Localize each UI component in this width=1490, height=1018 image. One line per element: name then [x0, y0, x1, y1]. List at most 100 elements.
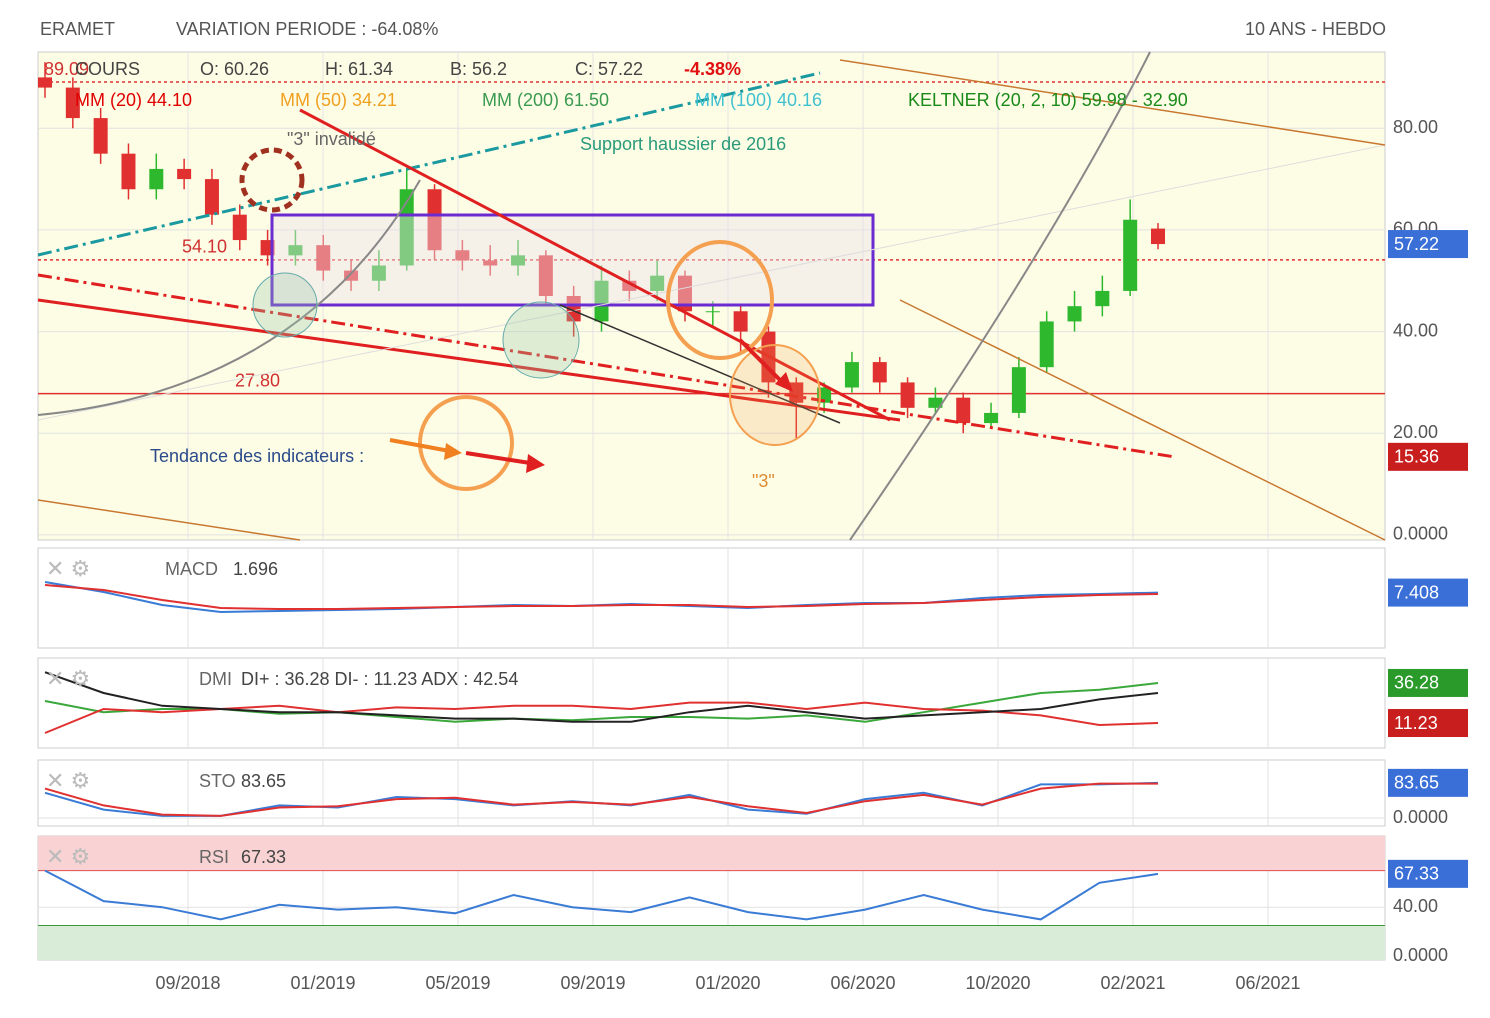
- trend-line: [37, 144, 1386, 421]
- trend-line: [37, 298, 901, 422]
- y-tick-label: 0.0000: [1393, 807, 1448, 827]
- candle-body: [594, 280, 609, 322]
- indicator-panel: 0.0000 40.00 ✕ ⚙ RSI 67.33 67.33: [37, 835, 1468, 965]
- candle-body: [204, 179, 219, 215]
- ma-label: MM (20) 44.10: [75, 90, 192, 110]
- value-tag-box: [1388, 230, 1468, 259]
- candle-body: [705, 311, 720, 313]
- trend-line: [839, 59, 1386, 146]
- indicator-line: [44, 869, 1159, 921]
- annotation: "3": [752, 471, 775, 491]
- candle-body: [928, 397, 943, 408]
- trend-line: [37, 273, 1176, 459]
- x-tick-label: 06/2021: [1235, 973, 1300, 993]
- drawings: "3" invalidé Support haussier de 2016 Te…: [37, 51, 1386, 541]
- value-tag: 11.23: [1394, 713, 1438, 733]
- trend-line: [37, 71, 821, 257]
- value-tag: 7.408: [1394, 582, 1439, 602]
- candle-body: [650, 275, 665, 291]
- candle-body: [344, 270, 359, 281]
- candle-body: [38, 77, 52, 88]
- panel-background: [37, 547, 1386, 649]
- low-label: B: 56.2: [450, 59, 507, 79]
- x-tick-label: 09/2019: [560, 973, 625, 993]
- value-tag-box: [1388, 578, 1468, 607]
- period-type: 10 ANS - HEBDO: [1245, 19, 1386, 39]
- x-tick-label: 01/2019: [290, 973, 355, 993]
- x-tick-label: 10/2020: [965, 973, 1030, 993]
- candle-body: [984, 412, 999, 424]
- candle-body: [956, 397, 971, 424]
- trend-line: [37, 499, 301, 541]
- indicator-line: [44, 671, 1159, 723]
- indicator-panel: ✕ ⚙ MACD 1.696 7.408: [37, 547, 1468, 649]
- arrow: [465, 451, 531, 465]
- ma-label: MM (50) 34.21: [280, 90, 397, 110]
- y-tick-label: 0.0000: [1393, 945, 1448, 965]
- candle-body: [677, 275, 692, 312]
- circle: [729, 344, 821, 446]
- value-tag: 67.33: [1394, 864, 1439, 884]
- value-tag-box: [1388, 709, 1468, 738]
- x-tick-label: 01/2020: [695, 973, 760, 993]
- value-tag-box: [1388, 768, 1468, 797]
- indicator-panel: 0.0000✕ ⚙ STO 83.65 83.65: [37, 759, 1468, 827]
- level-label: 89.09: [44, 59, 89, 79]
- circle: [252, 272, 318, 338]
- candle-body: [1067, 306, 1082, 322]
- level-label: 27.80: [235, 370, 280, 390]
- indicator-title: MACD: [165, 559, 218, 579]
- indicator-value: 67.33: [241, 847, 286, 867]
- trend-line: [299, 108, 891, 422]
- y-tick-label: 40.00: [1393, 896, 1438, 916]
- candle-body: [93, 118, 108, 154]
- annotation: Support haussier de 2016: [580, 134, 786, 154]
- candle-body: [288, 245, 303, 256]
- stock-name: ERAMET: [40, 19, 115, 39]
- x-tick-label: 06/2020: [830, 973, 895, 993]
- overbought-zone: [38, 836, 1385, 871]
- indicator-title: RSI: [199, 847, 229, 867]
- candle-body: [789, 382, 804, 403]
- y-tick-label: 0.0000: [1393, 524, 1448, 544]
- annotation: Tendance des indicateurs :: [150, 446, 364, 466]
- circle: [418, 395, 514, 491]
- value-tag: 36.28: [1394, 673, 1439, 693]
- circle: [239, 147, 305, 213]
- candle-body: [65, 87, 80, 119]
- indicator-value: 83.65: [241, 771, 286, 791]
- candle-body: [622, 280, 637, 291]
- legend-title: COURS: [75, 59, 140, 79]
- candle-body: [1011, 367, 1026, 413]
- open-label: O: 60.26: [200, 59, 269, 79]
- value-tag: 57.22: [1394, 234, 1439, 254]
- candle-body: [427, 189, 442, 251]
- value-tag-box: [1388, 442, 1468, 471]
- candle-body: [149, 168, 164, 190]
- panel-icons: ✕ ⚙: [46, 556, 90, 581]
- legend: COURS O: 60.26 H: 61.34 B: 56.2 C: 57.22…: [75, 59, 1188, 110]
- y-tick-label: 80.00: [1393, 117, 1438, 137]
- candle-body: [511, 255, 526, 266]
- candle-body: [872, 362, 887, 383]
- value-tag-box: [1388, 668, 1468, 697]
- panels: 0.000020.0040.0060.0080.0054.1027.8089.0…: [37, 51, 1468, 993]
- indicator-title: STO: [199, 771, 236, 791]
- x-tick-label: 09/2018: [155, 973, 220, 993]
- arc: [37, 179, 421, 416]
- change-label: -4.38%: [684, 59, 741, 79]
- price-panel: 0.000020.0040.0060.0080.0054.1027.8089.0…: [37, 51, 1468, 544]
- panel-icons: ✕ ⚙: [46, 666, 90, 691]
- trend-line: [559, 304, 841, 424]
- candle-body: [900, 382, 915, 408]
- annotation: "3" invalidé: [287, 129, 376, 149]
- x-tick-label: 05/2019: [425, 973, 490, 993]
- indicator-line: [44, 782, 1158, 817]
- arc: [849, 51, 1151, 541]
- indicator-line: [44, 584, 1159, 610]
- indicator-title: DMI: [199, 669, 232, 689]
- ma-label: MM (200) 61.50: [482, 90, 609, 110]
- candle-body: [538, 255, 553, 296]
- y-tick-label: 20.00: [1393, 422, 1438, 442]
